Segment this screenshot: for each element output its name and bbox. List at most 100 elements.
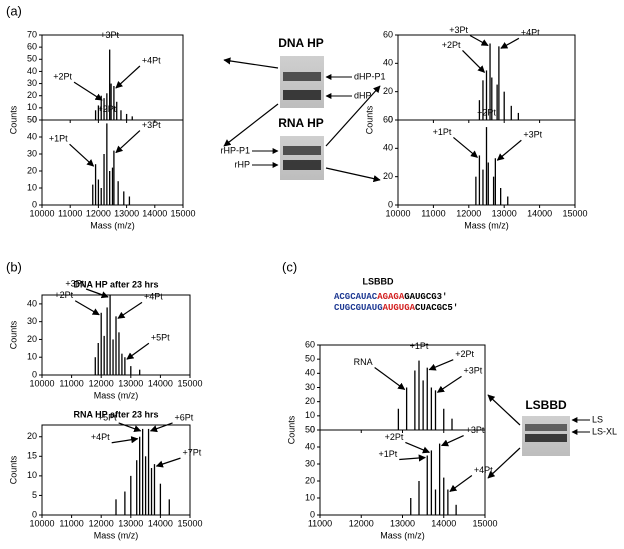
gel-image xyxy=(280,136,324,180)
gel-band xyxy=(283,72,321,81)
y-tick-label: 60 xyxy=(305,339,315,349)
x-tick-label: 12000 xyxy=(86,208,111,218)
sequence-title: LSBBD xyxy=(363,276,394,286)
gel-title: DNA HP xyxy=(278,36,324,50)
y-tick-label: 60 xyxy=(27,42,37,52)
x-tick-label: 13000 xyxy=(118,518,143,528)
annotation-arrow xyxy=(69,143,95,167)
annotation-arrow xyxy=(115,130,141,154)
peak-annotation: +3Pt xyxy=(464,366,483,376)
peak-annotation: +2Pt xyxy=(385,432,404,442)
link-arrow xyxy=(487,394,521,426)
x-tick-label: 15000 xyxy=(177,518,202,528)
band-label: rHP xyxy=(235,159,251,169)
y-tick-label: 0 xyxy=(32,199,37,209)
x-tick-label: 12000 xyxy=(456,208,481,218)
annotation-arrow xyxy=(74,300,100,316)
y-tick-label: 40 xyxy=(27,298,37,308)
peak-annotation: +4Pt xyxy=(91,432,110,442)
y-tick-label: 0 xyxy=(310,424,315,434)
y-tick-label: 30 xyxy=(27,78,37,88)
annotation-arrow xyxy=(155,457,181,468)
x-axis-label: Mass (m/z) xyxy=(94,530,139,540)
peak-annotation: +3Pt xyxy=(449,25,468,35)
peak-annotation: +4Pt xyxy=(474,465,493,475)
y-tick-label: 0 xyxy=(310,509,315,519)
annotation-arrow xyxy=(440,435,464,447)
x-tick-label: 14000 xyxy=(431,518,456,528)
gel-image xyxy=(280,56,324,108)
x-tick-label: 12000 xyxy=(89,378,114,388)
y-tick-label: 40 xyxy=(305,368,315,378)
x-tick-label: 14000 xyxy=(148,518,173,528)
x-tick-label: 11000 xyxy=(58,208,82,218)
annotation-arrow xyxy=(469,34,489,47)
y-tick-label: 10 xyxy=(27,470,37,480)
panel-label: (a) xyxy=(6,3,22,18)
peak-annotation: +2Pt xyxy=(97,104,116,114)
y-tick-label: 15 xyxy=(27,451,37,461)
sequence-segment: AUGUGA xyxy=(383,303,416,313)
y-tick-label: 30 xyxy=(27,316,37,326)
annotation-arrow xyxy=(117,301,143,319)
x-tick-label: 12000 xyxy=(349,518,374,528)
y-tick-label: 20 xyxy=(27,165,37,175)
peak-annotation: +4Pt xyxy=(142,55,161,65)
peak-annotation: +3Pt xyxy=(100,30,119,40)
annotation-arrow xyxy=(374,367,406,390)
peak-annotation: +3Pt xyxy=(142,120,161,130)
gel-title: LSBBD xyxy=(525,398,567,412)
annotation-arrow xyxy=(453,136,478,158)
sequence-strand: ACGCAUACAGAGAGAUGCG3' xyxy=(334,292,447,302)
y-tick-label: 20 xyxy=(383,86,393,96)
x-tick-label: 10000 xyxy=(29,208,54,218)
y-tick-label: 50 xyxy=(27,114,37,124)
panel-label: (c) xyxy=(282,259,297,274)
y-tick-label: 70 xyxy=(27,29,37,39)
y-axis-label: Counts xyxy=(364,105,374,134)
y-axis-label: Counts xyxy=(286,415,296,444)
peak-annotation: +1Pt xyxy=(378,449,397,459)
y-tick-label: 0 xyxy=(32,114,37,124)
peak-annotation: +3Pt xyxy=(466,425,485,435)
x-tick-label: 11000 xyxy=(421,208,445,218)
y-tick-label: 10 xyxy=(27,182,37,192)
x-axis-label: Mass (m/z) xyxy=(464,220,509,230)
y-tick-label: 20 xyxy=(27,90,37,100)
annotation-arrow xyxy=(126,342,150,360)
sequence-segment: ACGCAUAC xyxy=(334,292,378,302)
y-tick-label: 0 xyxy=(32,509,37,519)
annotation-arrow xyxy=(115,65,141,89)
x-tick-label: 10000 xyxy=(385,208,410,218)
y-tick-label: 40 xyxy=(305,441,315,451)
x-tick-label: 11000 xyxy=(59,378,83,388)
annotation-arrow xyxy=(449,475,473,492)
peak-annotation: +7Pt xyxy=(182,448,201,458)
y-tick-label: 40 xyxy=(383,143,393,153)
sequence-segment: 3' xyxy=(437,292,448,302)
y-tick-label: 50 xyxy=(27,54,37,64)
link-arrow xyxy=(487,447,521,479)
y-tick-label: 40 xyxy=(383,58,393,68)
link-arrow xyxy=(223,57,279,69)
x-tick-label: 15000 xyxy=(177,378,202,388)
peak-annotation: +5Pt xyxy=(151,333,170,343)
peak-annotation: +4Pt xyxy=(144,292,163,302)
band-label: dHP-P1 xyxy=(354,71,386,81)
y-tick-label: 10 xyxy=(27,352,37,362)
y-tick-label: 30 xyxy=(305,382,315,392)
x-tick-label: 14000 xyxy=(148,378,173,388)
y-tick-label: 20 xyxy=(305,475,315,485)
annotation-arrow xyxy=(399,454,426,462)
peak-annotation: RNA xyxy=(354,357,373,367)
y-axis-label: Counts xyxy=(8,455,18,484)
spectra: 0 10 20 30 40 50 60 70 Counts +2Pt +3Pt +4Pt 0 10 20 30… xyxy=(8,25,587,541)
peak-annotation: +2Pt xyxy=(54,290,73,300)
y-tick-label: 10 xyxy=(305,410,315,420)
y-tick-label: 40 xyxy=(27,131,37,141)
annotation-arrow xyxy=(149,422,173,433)
y-axis-label: Counts xyxy=(8,320,18,349)
y-tick-label: 50 xyxy=(305,354,315,364)
peak-annotation: +2Pt xyxy=(455,349,474,359)
